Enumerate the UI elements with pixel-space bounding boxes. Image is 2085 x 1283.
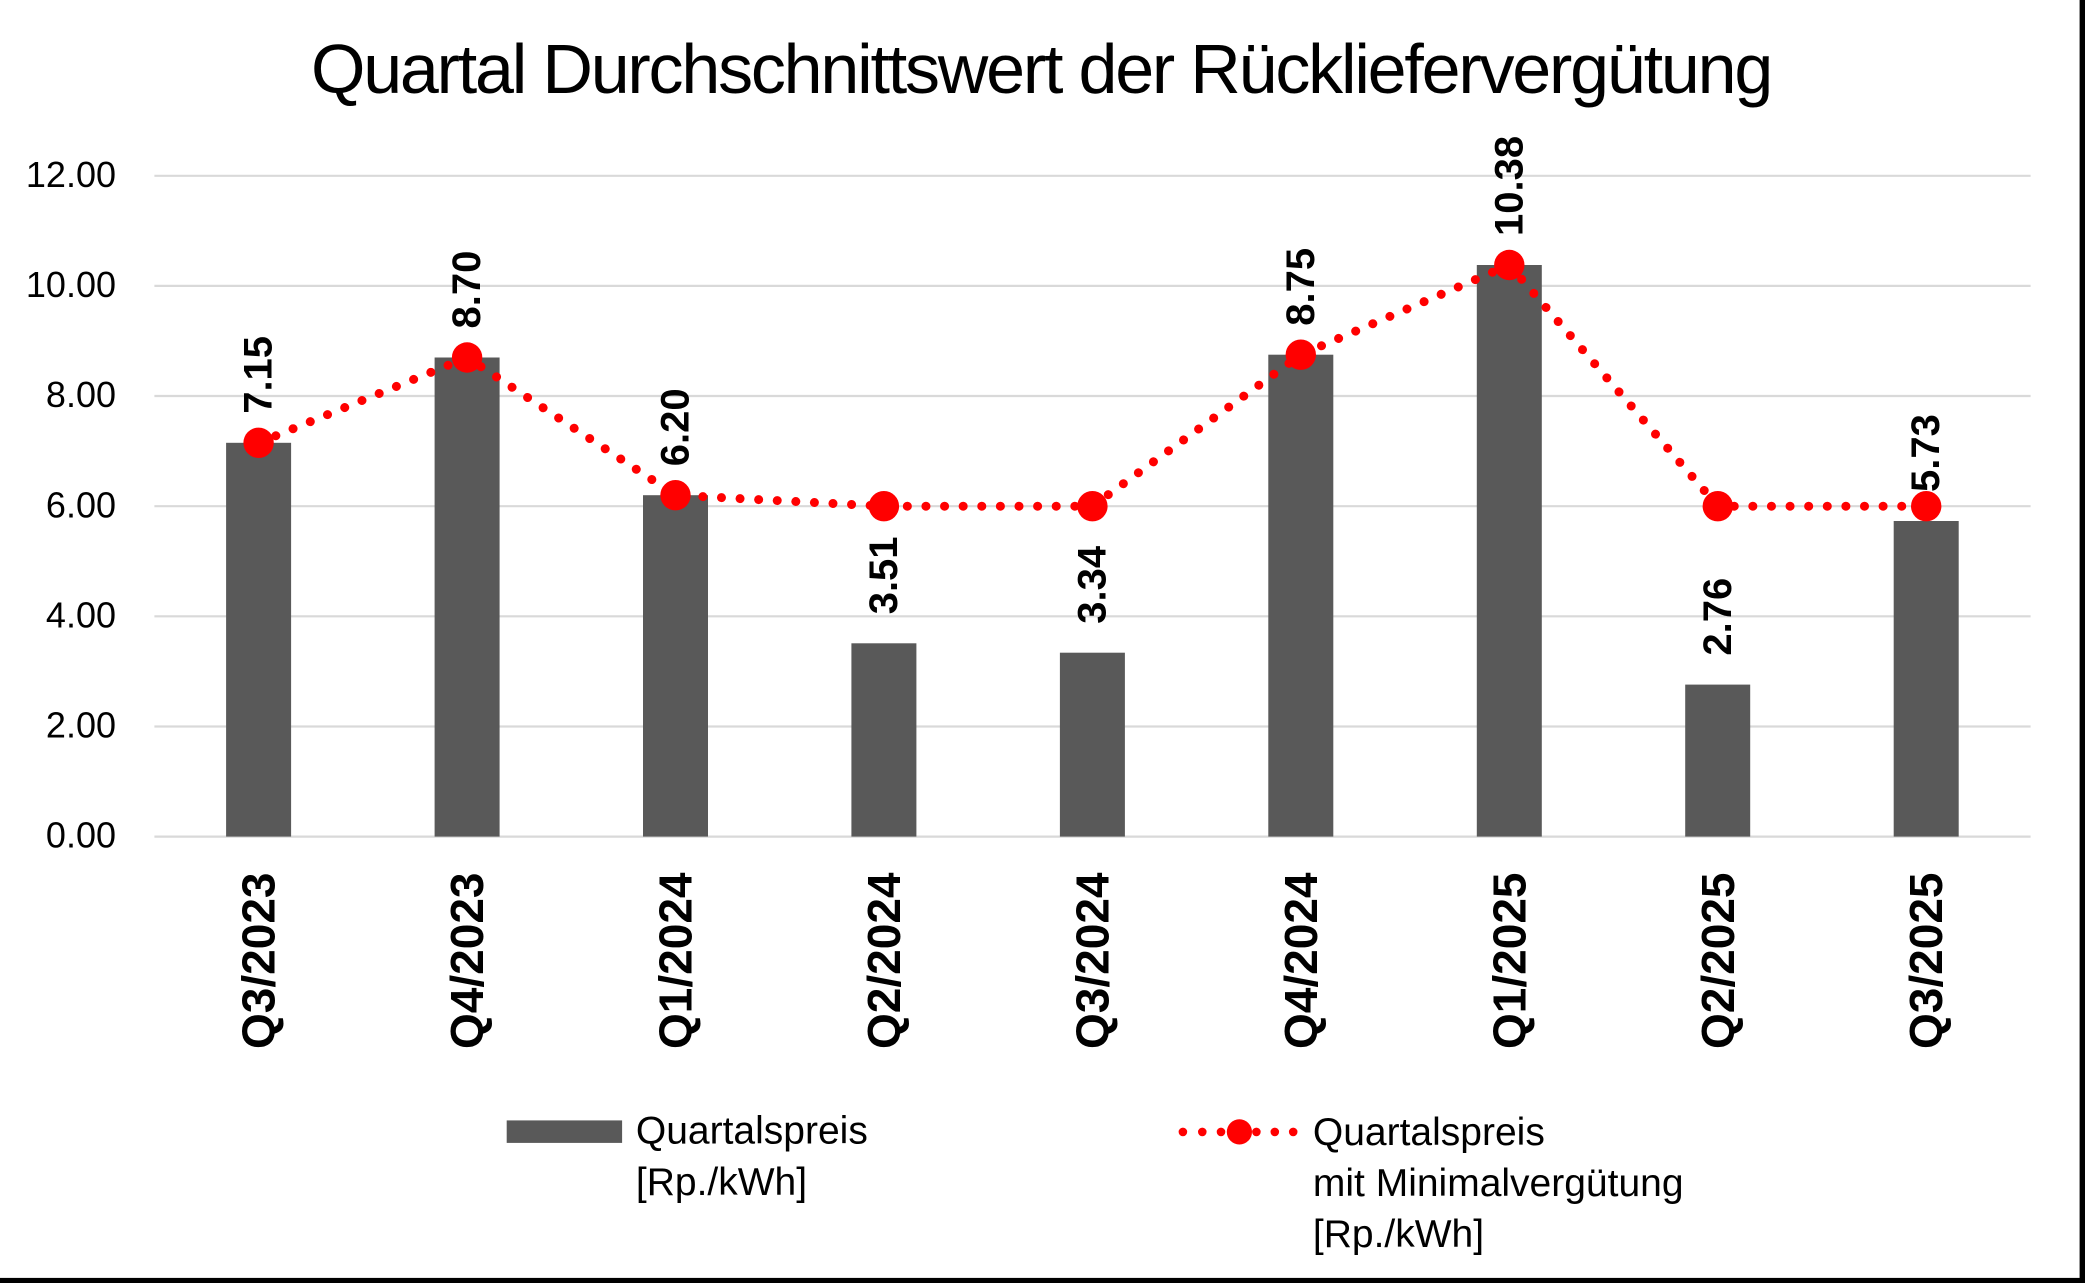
svg-text:mit Minimalvergütung: mit Minimalvergütung [1313,1162,1684,1205]
svg-text:2.00: 2.00 [46,705,116,746]
svg-text:Q1/2024: Q1/2024 [650,872,702,1049]
svg-text:Q4/2024: Q4/2024 [1275,872,1327,1049]
svg-text:[Rp./kWh]: [Rp./kWh] [1313,1213,1484,1256]
svg-text:8.00: 8.00 [46,374,116,415]
svg-text:7.15: 7.15 [237,336,281,414]
svg-text:3.51: 3.51 [862,536,906,614]
svg-text:Q1/2025: Q1/2025 [1483,873,1535,1049]
svg-text:[Rp./kWh]: [Rp./kWh] [636,1161,807,1204]
svg-text:0.00: 0.00 [46,815,116,856]
svg-text:Quartalspreis: Quartalspreis [1313,1111,1545,1154]
svg-text:Q3/2024: Q3/2024 [1066,872,1118,1049]
svg-text:10.00: 10.00 [26,264,116,305]
svg-text:8.75: 8.75 [1279,248,1323,326]
svg-text:4.00: 4.00 [46,594,116,635]
svg-text:Q2/2024: Q2/2024 [858,872,910,1049]
svg-text:6.20: 6.20 [654,388,698,466]
svg-text:Quartal Durchschnittswert der: Quartal Durchschnittswert der Rückliefer… [311,30,1771,108]
svg-text:3.34: 3.34 [1070,545,1114,624]
svg-text:Quartalspreis: Quartalspreis [636,1110,868,1153]
svg-text:10.38: 10.38 [1487,136,1531,236]
svg-text:Q3/2023: Q3/2023 [233,873,285,1049]
svg-text:Q3/2025: Q3/2025 [1900,873,1952,1049]
svg-text:5.73: 5.73 [1904,414,1948,492]
svg-text:Q4/2023: Q4/2023 [441,873,493,1049]
svg-text:Q2/2025: Q2/2025 [1692,873,1744,1049]
svg-text:12.00: 12.00 [26,154,116,195]
svg-text:8.70: 8.70 [445,251,489,329]
svg-text:6.00: 6.00 [46,484,116,525]
svg-text:2.76: 2.76 [1696,578,1740,656]
